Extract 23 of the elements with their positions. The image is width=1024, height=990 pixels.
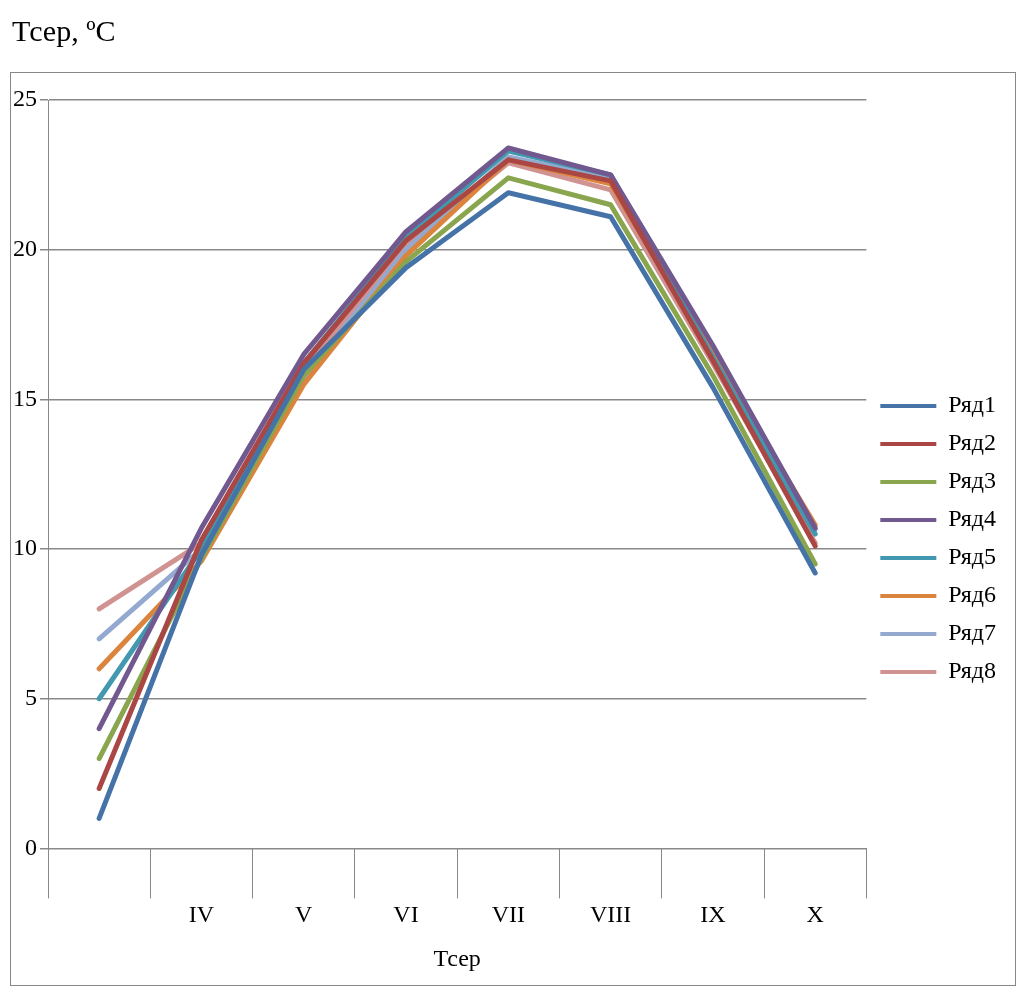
x-tick-label: IX: [700, 901, 726, 928]
x-tick-label: IV: [188, 901, 215, 928]
x-tick-label: VIII: [589, 901, 632, 928]
legend-label: Ряд7: [948, 619, 996, 646]
legend-label: Ряд3: [948, 467, 996, 494]
legend-label: Ряд5: [948, 543, 996, 570]
legend-label: Ряд2: [948, 429, 996, 456]
legend-label: Ряд4: [948, 505, 996, 532]
x-tick-label: V: [295, 901, 314, 928]
y-tick-label: 20: [13, 234, 37, 261]
y-tick-label: 15: [13, 384, 37, 411]
y-tick-label: 25: [13, 85, 37, 112]
y-tick-label: 5: [25, 684, 37, 711]
legend-label: Ряд6: [948, 581, 996, 608]
y-tick-label: 0: [25, 833, 37, 860]
legend-label: Ряд1: [948, 391, 996, 418]
x-tick-label: X: [806, 901, 824, 928]
y-tick-label: 10: [13, 534, 37, 561]
chart-title: Тсер, ºC: [12, 14, 116, 48]
x-tick-label: VII: [491, 901, 525, 928]
x-axis-title: Тсер: [433, 944, 481, 971]
x-tick-label: VI: [393, 901, 419, 928]
legend-label: Ряд8: [948, 657, 996, 684]
